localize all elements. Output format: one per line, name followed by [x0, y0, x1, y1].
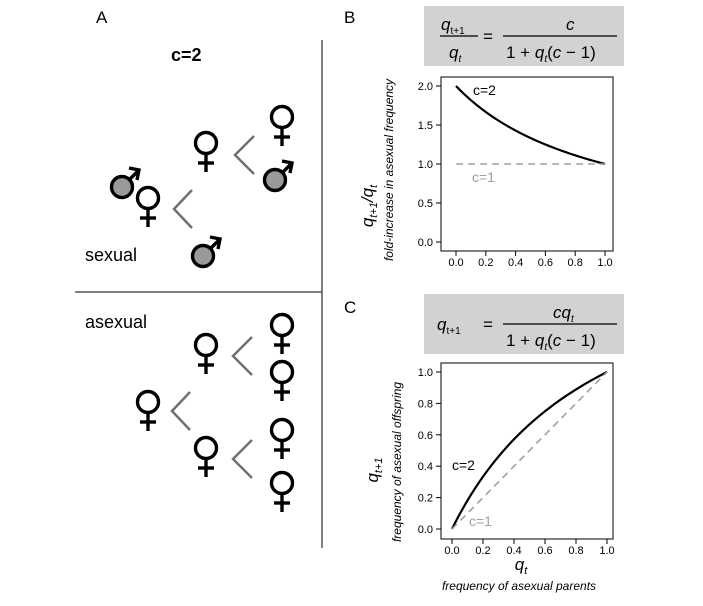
y-tick-label: 0.6	[418, 430, 433, 442]
branch-chevron-icon	[231, 439, 253, 479]
female-symbol-icon	[269, 470, 295, 514]
y-tick-label: 0.8	[418, 398, 433, 410]
female-symbol-icon	[193, 332, 219, 376]
female-symbol-icon	[135, 389, 161, 433]
plot-frame-c	[440, 362, 614, 540]
x-tick-label: 0.4	[506, 545, 521, 557]
panel-b-letter: B	[344, 8, 355, 27]
branch-chevron-icon	[172, 189, 193, 229]
svg-text:c: c	[566, 15, 575, 34]
series-line-c1	[451, 371, 608, 530]
x-tick-label: 0.8	[568, 257, 583, 269]
y-tick-label: 0.4	[418, 461, 433, 473]
panel-a: A c=2 sexual asexual	[75, 8, 323, 548]
panel-c-ylabel: qt+1	[363, 457, 385, 482]
y-tick-label: 0.5	[418, 198, 433, 210]
series-label-c2: c=2	[452, 457, 475, 473]
svg-text:qt: qt	[449, 43, 462, 65]
branch-chevron-icon	[231, 336, 253, 376]
x-tick-label: 0.6	[538, 257, 553, 269]
branch-chevron-icon	[170, 391, 191, 431]
y-tick-label: 0.0	[418, 524, 433, 536]
panel-c-letter: C	[344, 298, 356, 317]
female-symbol-icon	[135, 185, 161, 229]
x-tick-label: 1.0	[599, 545, 614, 557]
y-tick-label: 1.0	[418, 159, 433, 171]
plot-b: 0.0 0.2 0.4 0.6 0.8 1.0 0.0 0.5 1.0 1.5 2.0 c=2 c=1	[418, 81, 613, 269]
female-symbol-icon	[269, 312, 295, 356]
x-tick-label: 0.0	[448, 257, 463, 269]
sexual-label: sexual	[85, 245, 137, 265]
panel-b: B qt+1 qt = c 1 + qt(c − 1) qt+1/qt fold…	[344, 6, 624, 269]
svg-text:=: =	[483, 27, 493, 46]
series-label-c1: c=1	[469, 513, 492, 529]
panel-b-ylabel: qt+1/qt	[358, 184, 380, 227]
series-label-c2: c=2	[473, 82, 496, 98]
male-symbol-icon	[190, 235, 222, 269]
panel-c-ylabel-description: frequency of asexual offspring	[390, 382, 404, 542]
panel-a-title: c=2	[171, 45, 202, 65]
plot-c: 0.0 0.2 0.4 0.6 0.8 1.0 0.0 0.2 0.4 0.6 0.8 1.0 c=2 c…	[418, 367, 615, 557]
male-symbol-icon	[262, 159, 294, 193]
female-symbol-icon	[269, 359, 295, 403]
series-line-c2	[451, 371, 608, 530]
x-tick-label: 0.8	[568, 545, 583, 557]
equation-b: qt+1 qt = c 1 + qt(c − 1)	[440, 15, 617, 65]
female-symbol-icon	[193, 435, 219, 479]
panel-c-xlabel-description: frequency of asexual parents	[442, 579, 596, 593]
svg-text:qt+1: qt+1	[437, 315, 461, 337]
svg-text:qt+1: qt+1	[441, 15, 465, 37]
x-tick-label: 0.6	[537, 545, 552, 557]
svg-text:cqt: cqt	[553, 303, 575, 325]
y-tick-label: 1.5	[418, 120, 433, 132]
panel-a-letter: A	[96, 8, 108, 27]
svg-text:=: =	[483, 315, 493, 334]
equation-c: qt+1 = cqt 1 + qt(c − 1)	[437, 303, 617, 353]
female-symbol-icon	[193, 130, 219, 174]
x-tick-label: 1.0	[597, 257, 612, 269]
male-symbol-icon	[109, 166, 141, 200]
y-tick-label: 1.0	[418, 367, 433, 379]
y-tick-label: 2.0	[418, 81, 433, 93]
x-tick-label: 0.4	[508, 257, 523, 269]
svg-text:1 + qt(c − 1): 1 + qt(c − 1)	[506, 331, 596, 353]
plot-frame-b	[440, 76, 614, 252]
svg-text:1 + qt(c − 1): 1 + qt(c − 1)	[506, 43, 596, 65]
panel-c: C qt+1 = cqt 1 + qt(c − 1) qt+1 frequenc…	[344, 294, 624, 593]
panel-b-ylabel-description: fold-increase in asexual frequency	[382, 78, 396, 261]
y-tick-label: 0.0	[418, 237, 433, 249]
x-tick-label: 0.2	[475, 545, 490, 557]
panel-c-xlabel: qt	[515, 555, 528, 577]
asexual-label: asexual	[85, 312, 147, 332]
y-tick-label: 0.2	[418, 493, 433, 505]
series-label-c1: c=1	[472, 169, 495, 185]
series-line-c2	[455, 85, 606, 166]
x-tick-label: 0.2	[478, 257, 493, 269]
branch-chevron-icon	[233, 135, 255, 175]
x-tick-label: 0.0	[444, 545, 459, 557]
female-symbol-icon	[269, 104, 295, 148]
female-symbol-icon	[269, 417, 295, 461]
